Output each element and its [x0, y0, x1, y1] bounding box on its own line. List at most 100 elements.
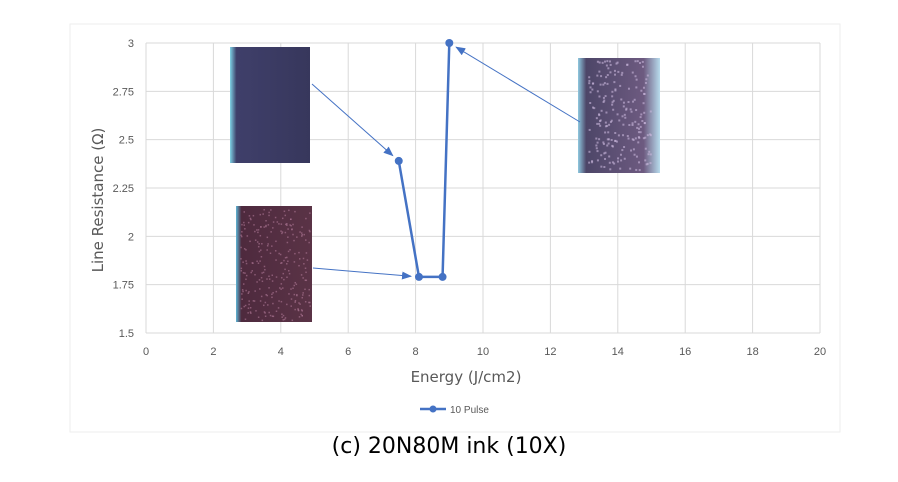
speck — [272, 227, 274, 229]
speck — [611, 139, 613, 141]
speck — [599, 125, 601, 127]
speck — [267, 237, 269, 239]
speck — [613, 81, 615, 83]
speck — [618, 119, 620, 121]
speck — [634, 99, 636, 101]
speck — [245, 305, 247, 307]
speck — [619, 85, 621, 87]
speck — [635, 109, 637, 111]
x-tick-label: 14 — [612, 346, 624, 358]
speck — [611, 95, 613, 97]
speck — [645, 82, 647, 84]
speck — [267, 295, 269, 297]
speck — [258, 229, 260, 231]
speck — [283, 279, 285, 281]
speck — [268, 215, 270, 217]
speck — [254, 290, 256, 292]
speck — [590, 86, 592, 88]
x-tick-label: 8 — [413, 346, 419, 358]
speck — [273, 221, 275, 223]
speck — [644, 122, 646, 124]
speck — [250, 307, 252, 309]
speck — [591, 89, 593, 91]
annotation-arrow — [312, 84, 393, 156]
speck — [598, 95, 600, 97]
x-tick-label: 18 — [746, 346, 758, 358]
speck — [282, 287, 284, 289]
speck — [243, 283, 245, 285]
speck — [623, 146, 625, 148]
speck — [285, 215, 287, 217]
speck — [286, 277, 288, 279]
speck — [240, 235, 242, 237]
speck — [639, 62, 641, 64]
speck — [296, 284, 298, 286]
speck — [590, 91, 592, 93]
speck — [595, 138, 597, 140]
speck — [648, 151, 650, 153]
speck — [284, 211, 286, 213]
speck — [282, 319, 284, 321]
speck — [241, 224, 243, 226]
speck — [272, 292, 274, 294]
speck — [271, 294, 273, 296]
speck — [243, 306, 245, 308]
speck — [609, 60, 611, 62]
speck — [301, 232, 303, 234]
speck — [283, 260, 285, 262]
speck — [632, 138, 634, 140]
speck — [588, 80, 590, 82]
speck — [269, 278, 271, 280]
speck — [294, 211, 296, 213]
speck — [261, 296, 263, 298]
speck — [249, 241, 251, 243]
speck — [650, 153, 652, 155]
speck — [273, 316, 275, 318]
speck — [644, 159, 646, 161]
speck — [302, 294, 304, 296]
speck — [650, 134, 652, 136]
speck — [259, 288, 261, 290]
speck — [592, 83, 594, 85]
annotation-arrow — [313, 268, 411, 276]
speck — [291, 229, 293, 231]
speck — [303, 234, 305, 236]
speck — [254, 231, 256, 233]
speck — [280, 254, 282, 256]
speck — [281, 316, 283, 318]
speck — [638, 131, 640, 133]
speck — [281, 313, 283, 315]
speck — [610, 64, 612, 66]
speck — [591, 160, 593, 162]
speck — [628, 138, 630, 140]
speck — [292, 320, 294, 322]
speck — [604, 131, 606, 133]
speck — [309, 289, 311, 291]
speck — [290, 288, 292, 290]
speck — [286, 223, 288, 225]
speck — [240, 258, 242, 260]
speck — [301, 235, 303, 237]
speck — [276, 276, 278, 278]
x-tick-label: 12 — [544, 346, 556, 358]
speck — [268, 287, 270, 289]
speck — [262, 320, 264, 322]
speck — [621, 74, 623, 76]
speck — [280, 288, 282, 290]
speck — [262, 213, 264, 215]
speck — [245, 290, 247, 292]
speck — [635, 169, 637, 171]
data-point — [415, 273, 423, 281]
speck — [261, 256, 263, 258]
micrograph-image-1 — [230, 47, 310, 163]
speck — [302, 297, 304, 299]
speck — [611, 145, 613, 147]
speck — [260, 300, 262, 302]
speck — [281, 283, 283, 285]
speck — [265, 220, 267, 222]
speck — [294, 261, 296, 263]
speck — [306, 252, 308, 254]
speck — [612, 101, 614, 103]
speck — [309, 295, 311, 297]
speck — [622, 134, 624, 136]
